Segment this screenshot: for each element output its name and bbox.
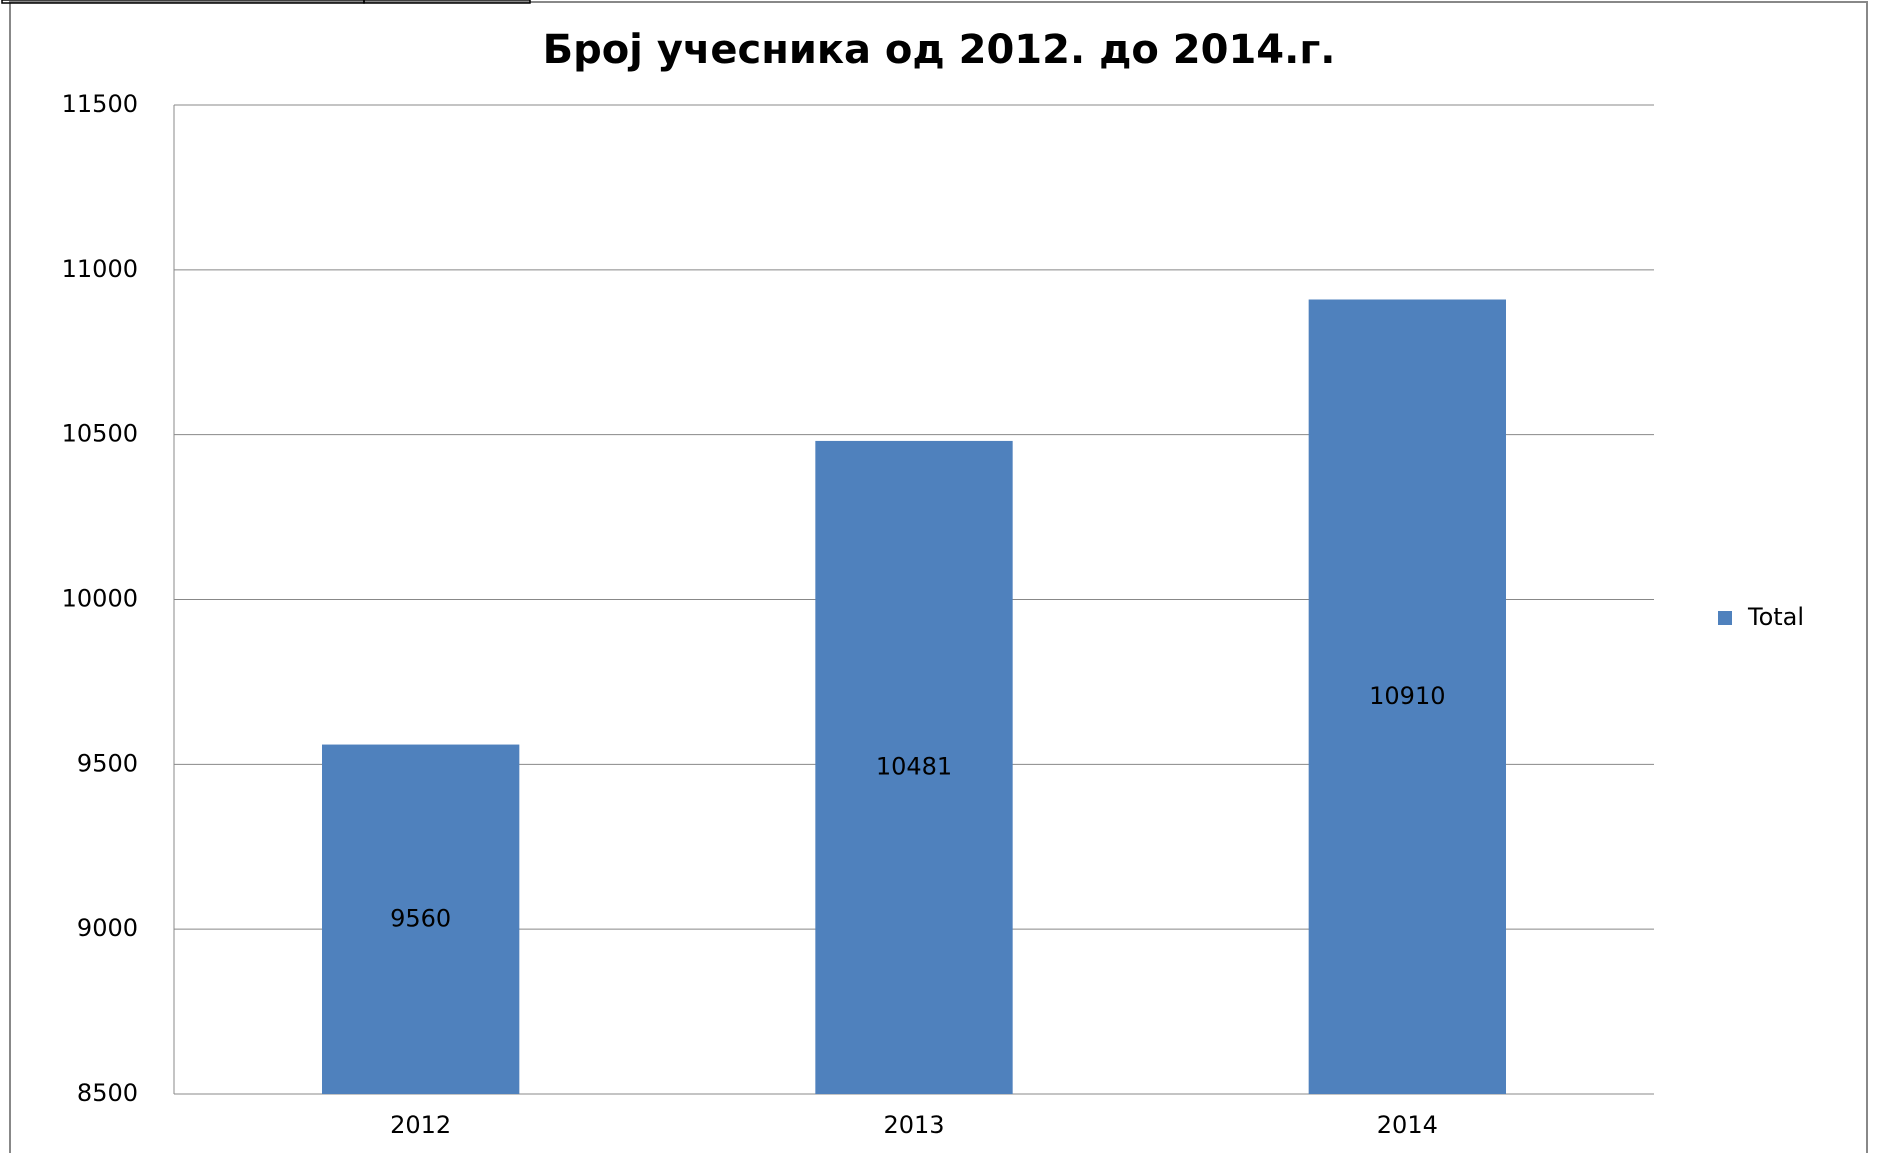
y-tick-label: 10500 <box>62 420 138 448</box>
bar <box>322 744 520 1094</box>
data-label: 9560 <box>390 904 451 932</box>
data-label: 10481 <box>876 752 952 780</box>
y-tick-label: 11500 <box>62 90 138 118</box>
chart-title: Број учесника од 2012. до 2014.г. <box>543 27 1336 73</box>
y-tick-label: 10000 <box>62 585 138 613</box>
x-tick-label: 2014 <box>1377 1111 1438 1139</box>
bar <box>815 440 1013 1095</box>
legend-label: Total <box>1747 603 1804 631</box>
legend-swatch <box>1718 611 1732 625</box>
bar <box>1308 299 1506 1095</box>
y-tick-label: 11000 <box>62 255 138 283</box>
y-tick-label: 9500 <box>77 749 138 777</box>
x-tick-label: 2013 <box>883 1111 944 1139</box>
y-tick-label: 8500 <box>77 1079 138 1107</box>
y-tick-label: 9000 <box>77 914 138 942</box>
chart-frame <box>9 1 1868 1153</box>
cell-border <box>363 0 531 4</box>
data-label: 10910 <box>1369 682 1445 710</box>
x-tick-label: 2012 <box>390 1111 451 1139</box>
